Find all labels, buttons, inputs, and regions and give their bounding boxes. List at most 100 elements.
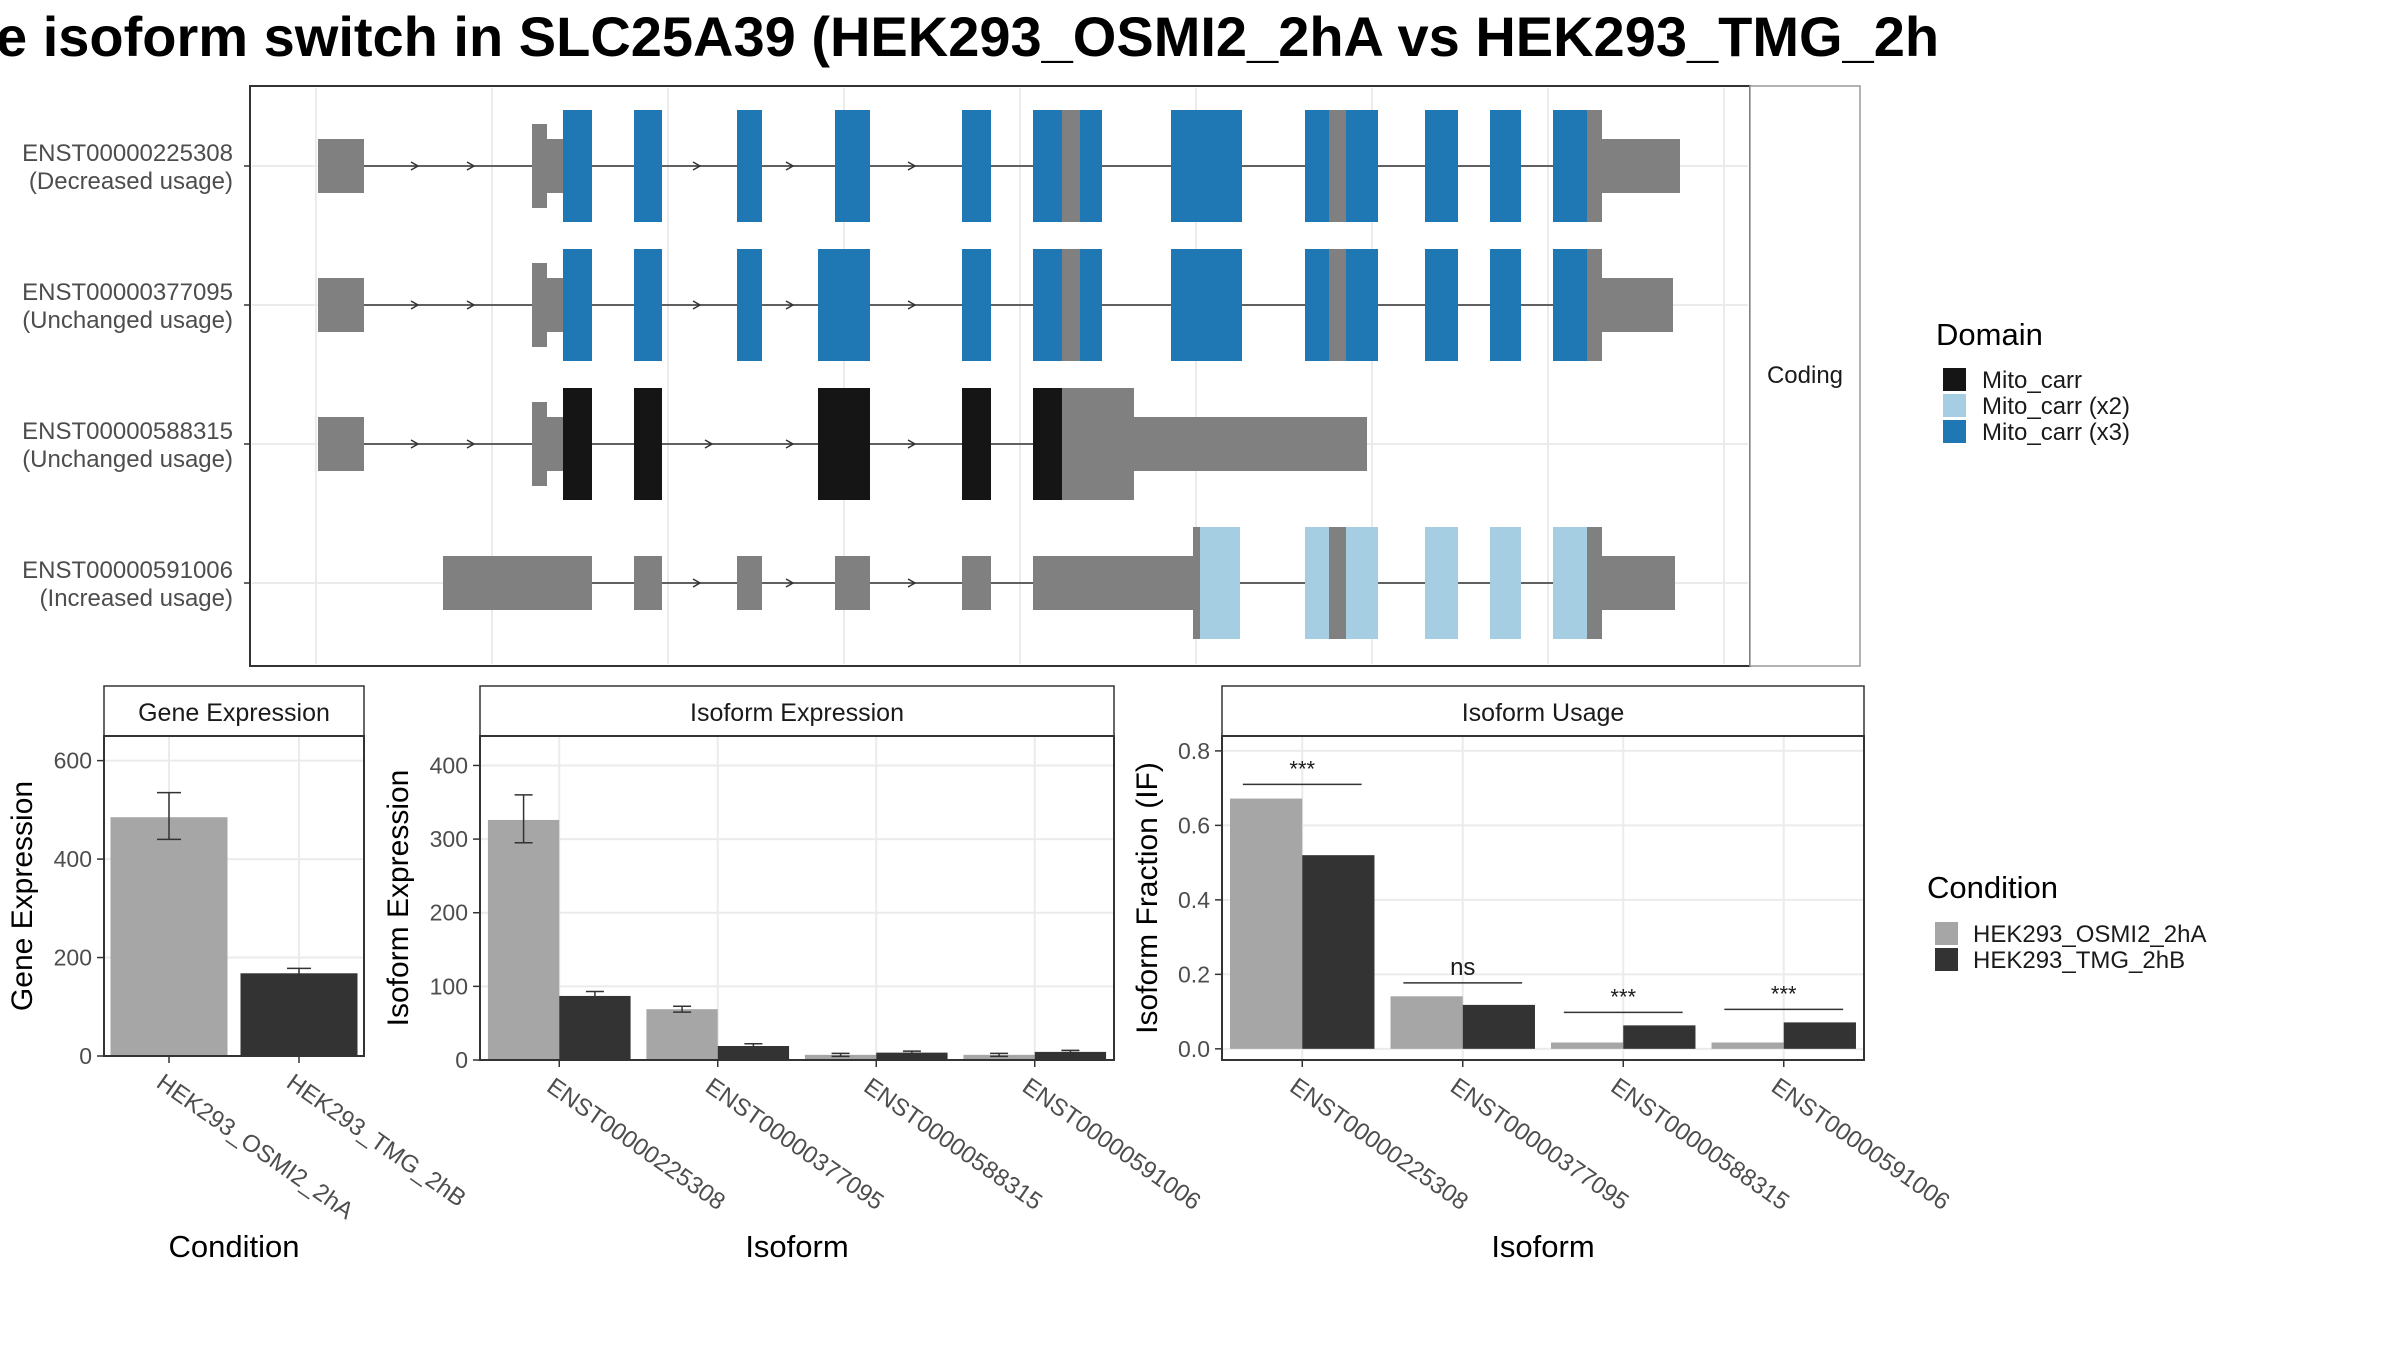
exon-block [835, 556, 870, 610]
strand-arrow [692, 161, 702, 171]
exon-block [1346, 110, 1378, 222]
y-tick-label: 400 [430, 752, 468, 778]
strand-arrow [785, 300, 795, 310]
strand-arrow [907, 300, 917, 310]
bar [1551, 1042, 1624, 1049]
bar [1302, 855, 1375, 1049]
isoform-row-usage: (Unchanged usage) [22, 307, 233, 334]
y-tick-label: 0.6 [1178, 812, 1210, 838]
exon-block [1587, 527, 1602, 639]
isoform-row-id: ENST00000377095 [22, 279, 233, 306]
exon-block [1305, 527, 1329, 639]
chart-panel-border [479, 735, 1115, 1061]
strand-arrow [466, 439, 476, 449]
chart-isoform-usage: Isoform Usage *** ns *** *** 0.0 0.2 0.4 0.6 0.8 E… [1131, 685, 1955, 1264]
chart-strip [479, 685, 1115, 737]
exon-block [1553, 249, 1587, 361]
isoform-row-id: ENST00000591006 [22, 557, 233, 584]
exon-block [1033, 388, 1062, 500]
exon-block [962, 388, 991, 500]
bar [240, 973, 358, 1056]
chart-title: Gene Expression [138, 699, 330, 727]
isoform-row-usage: (Decreased usage) [29, 168, 233, 195]
exon-block [818, 388, 870, 500]
exon-block [1425, 249, 1458, 361]
exon-block [1200, 527, 1240, 639]
condition-legend-swatch [1935, 922, 1958, 945]
y-tick-label: 0.0 [1178, 1036, 1210, 1062]
exon-block [547, 417, 563, 471]
strand-arrow [692, 578, 702, 588]
exon-block [634, 110, 662, 222]
bar [1711, 1042, 1784, 1049]
y-tick-label: 0.4 [1178, 887, 1210, 913]
isoform-row-id: ENST00000588315 [22, 418, 233, 445]
strand-arrow [907, 161, 917, 171]
bar [717, 1046, 790, 1060]
bar [1783, 1022, 1856, 1049]
bar [1230, 798, 1303, 1049]
exon-block [1602, 278, 1673, 332]
exon-block [443, 556, 592, 610]
domain-legend-label: Mito_carr [1982, 367, 2082, 394]
exon-block [1033, 556, 1193, 610]
exon-block [318, 417, 364, 471]
exon-block [563, 249, 592, 361]
exon-block [1193, 527, 1200, 639]
transcript-track [443, 527, 1675, 639]
strand-arrow [907, 578, 917, 588]
exon-block [737, 556, 762, 610]
y-tick-label: 100 [430, 973, 468, 999]
exon-block [1329, 110, 1346, 222]
exon-block [1134, 417, 1367, 471]
exon-block [1425, 527, 1458, 639]
y-axis-title: Isoform Fraction (IF) [1131, 762, 1164, 1034]
chart-isoform-expression: Isoform Expression0100200300400ENST00000… [382, 685, 1206, 1264]
exon-block [1171, 249, 1242, 361]
structure-strip-label: Coding [1767, 362, 1843, 389]
strand-arrow [410, 161, 420, 171]
x-axis-title: Condition [169, 1229, 300, 1264]
exon-block [962, 110, 991, 222]
exon-block [1305, 110, 1329, 222]
transcript-track [318, 249, 1673, 361]
exon-block [1062, 110, 1080, 222]
y-tick-label: 0 [455, 1047, 468, 1073]
strand-arrow [466, 300, 476, 310]
domain-legend-label: Mito_carr (x2) [1982, 393, 2130, 420]
y-tick-label: 0.8 [1178, 738, 1210, 764]
domain-legend-swatch [1943, 368, 1966, 391]
exon-block [532, 263, 547, 347]
exon-block [1346, 527, 1378, 639]
strand-arrow [692, 300, 702, 310]
exon-block [1425, 110, 1458, 222]
exon-block [1346, 249, 1378, 361]
bar [1034, 1051, 1107, 1060]
transcript-track [318, 388, 1367, 500]
exon-block [737, 249, 762, 361]
y-tick-label: 400 [54, 846, 92, 872]
exon-block [1553, 527, 1587, 639]
exon-block [318, 278, 364, 332]
exon-block [1062, 388, 1134, 500]
exon-block [1062, 249, 1080, 361]
transcript-structure-panel: Coding ENST00000225308(Decreased usage) E… [22, 85, 1861, 667]
strand-arrow [466, 161, 476, 171]
exon-block [1602, 139, 1680, 193]
exon-block [818, 249, 870, 361]
exon-block [1171, 110, 1242, 222]
bar [963, 1054, 1035, 1060]
condition-legend-title: Condition [1927, 870, 2058, 905]
strand-arrow [410, 439, 420, 449]
exon-block [962, 556, 991, 610]
exon-block [1602, 556, 1675, 610]
bar [1462, 1004, 1535, 1049]
y-tick-label: 600 [54, 748, 92, 774]
x-axis-title: Isoform [1491, 1229, 1594, 1264]
domain-legend-swatch [1943, 420, 1966, 443]
bar [1623, 1025, 1696, 1049]
exon-block [1033, 249, 1062, 361]
exon-block [1490, 249, 1521, 361]
bar [1390, 996, 1463, 1049]
